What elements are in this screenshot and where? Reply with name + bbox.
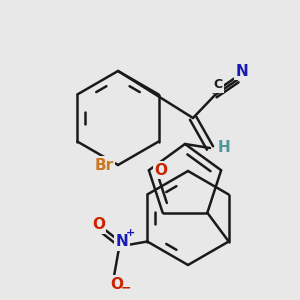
- Text: O: O: [110, 277, 123, 292]
- Text: H: H: [218, 140, 230, 155]
- Text: C: C: [213, 79, 223, 92]
- Text: Br: Br: [94, 158, 114, 172]
- Text: −: −: [121, 282, 131, 295]
- Text: N: N: [236, 64, 248, 79]
- Text: O: O: [154, 163, 167, 178]
- Text: N: N: [116, 234, 129, 249]
- Text: +: +: [126, 229, 135, 238]
- Text: O: O: [92, 217, 105, 232]
